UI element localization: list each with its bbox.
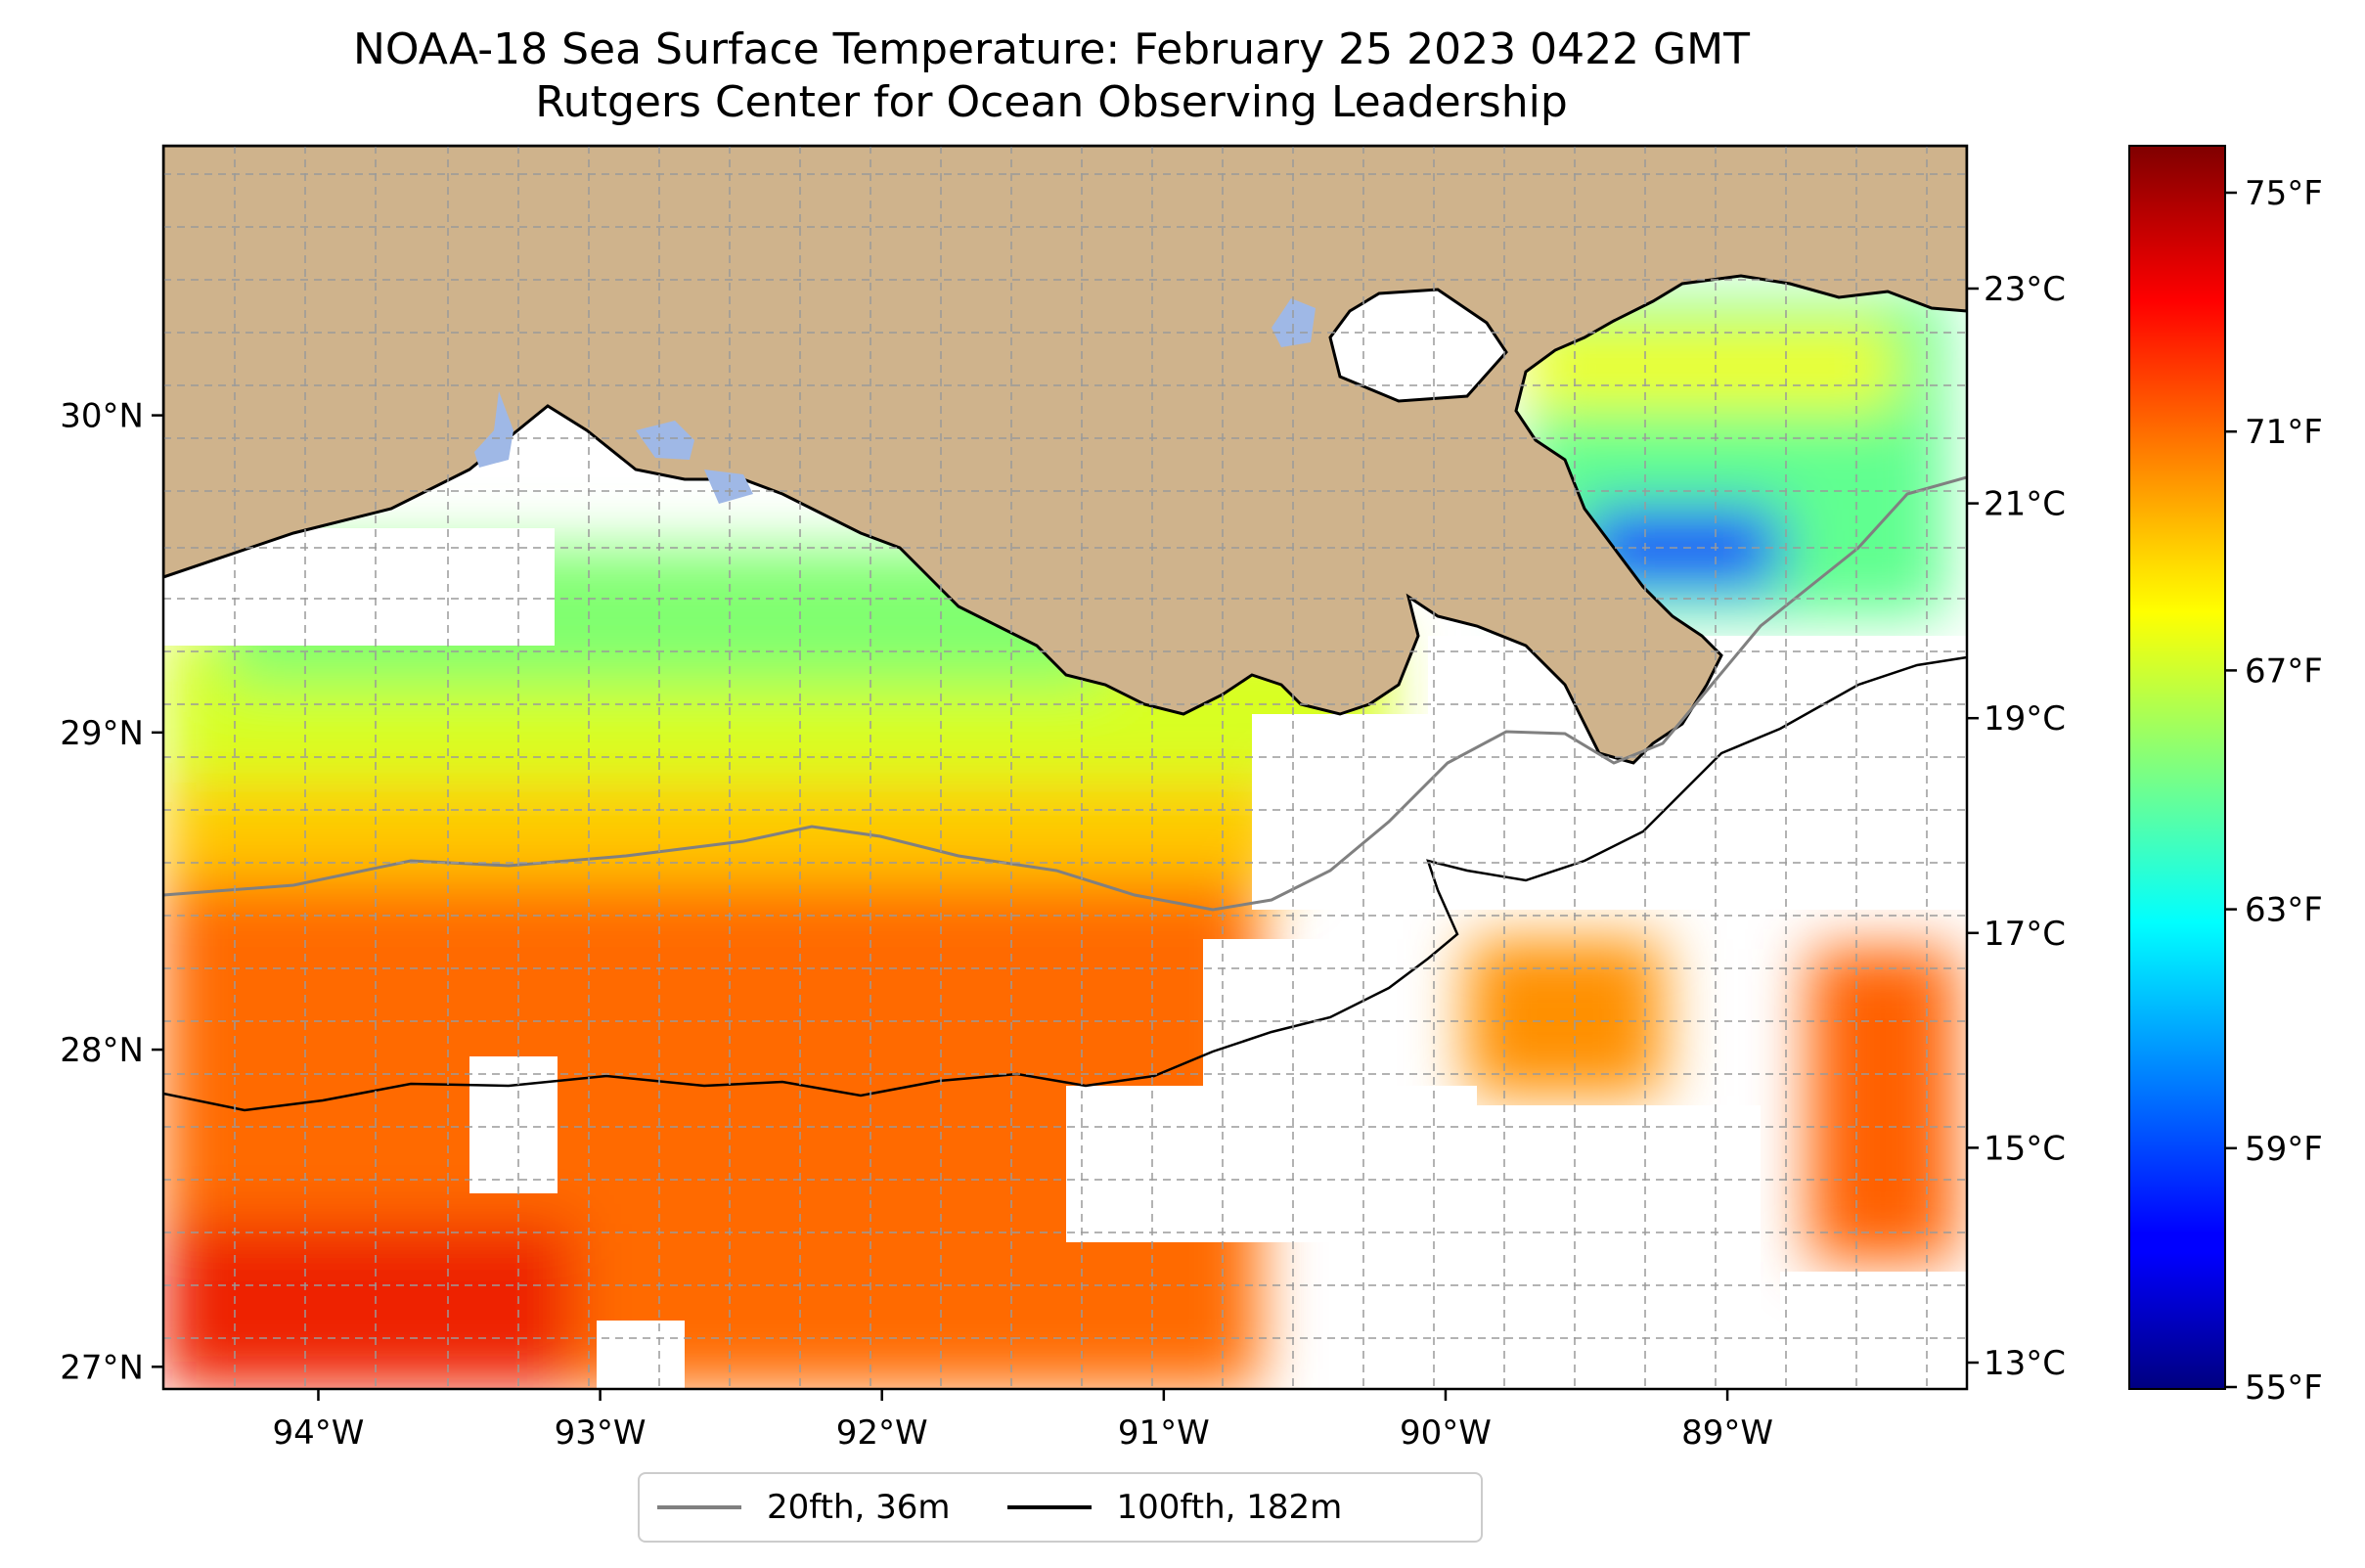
lon-tick-label: 90°W xyxy=(1400,1413,1492,1453)
contour-20fth xyxy=(163,475,1967,912)
colorbar-gradient xyxy=(2128,145,2226,1390)
colorbar-fahrenheit-axis: 75°F 71°F 67°F 63°F 59°F 55°F xyxy=(2225,174,2323,1408)
cloud-gaps xyxy=(163,528,1967,1389)
lon-tick-label: 92°W xyxy=(836,1413,928,1453)
lake-icon xyxy=(636,421,694,460)
celsius-tick-label: 15°C xyxy=(1984,1129,2066,1168)
celsius-tick-label: 17°C xyxy=(1984,915,2066,954)
fahrenheit-tick-label: 63°F xyxy=(2245,891,2323,930)
lat-tick-label: 29°N xyxy=(60,714,144,753)
lat-tick-label: 30°N xyxy=(60,397,144,436)
map-title: NOAA-18 Sea Surface Temperature: Februar… xyxy=(0,23,2103,129)
legend-swatch-20fth xyxy=(657,1505,741,1509)
celsius-tick-label: 19°C xyxy=(1984,699,2066,739)
fahrenheit-tick-label: 75°F xyxy=(2245,174,2323,213)
lake-icon xyxy=(1272,298,1316,347)
lat-tick-label: 27°N xyxy=(60,1348,144,1387)
lake-icon xyxy=(474,391,513,468)
colorbar: 23°C 21°C 19°C 17°C 15°C 13°C 75°F 71°F 67°F 63°… xyxy=(1967,145,2323,1408)
contour-100fth xyxy=(163,655,1967,1112)
fahrenheit-tick-label: 71°F xyxy=(2245,413,2323,452)
gridlines xyxy=(163,146,1967,1389)
legend-label-100fth: 100fth, 182m xyxy=(1116,1488,1343,1527)
contour-legend: 20fth, 36m 100fth, 182m xyxy=(638,1472,1483,1543)
lake-pontchartrain-icon xyxy=(1328,288,1508,403)
colorbar-celsius-axis: 23°C 21°C 19°C 17°C 15°C 13°C xyxy=(1967,270,2066,1383)
latitude-axis: 30°N 29°N 28°N 27°N xyxy=(60,397,163,1387)
longitude-axis: 94°W 93°W 92°W 91°W 90°W 89°W xyxy=(273,1389,1773,1453)
celsius-tick-label: 21°C xyxy=(1984,485,2066,524)
legend-item-20fth: 20fth, 36m xyxy=(657,1488,951,1527)
title-line-2: Rutgers Center for Ocean Observing Leade… xyxy=(535,77,1568,127)
fahrenheit-tick-label: 67°F xyxy=(2245,651,2323,691)
lon-tick-label: 89°W xyxy=(1681,1413,1773,1453)
fahrenheit-tick-label: 59°F xyxy=(2245,1130,2323,1169)
lon-tick-label: 94°W xyxy=(273,1413,365,1453)
fahrenheit-tick-label: 55°F xyxy=(2245,1368,2323,1408)
lon-tick-label: 93°W xyxy=(555,1413,647,1453)
legend-swatch-100fth xyxy=(1006,1505,1092,1509)
land-coastline xyxy=(163,146,1967,765)
sst-field xyxy=(163,293,1956,1389)
title-line-1: NOAA-18 Sea Surface Temperature: Februar… xyxy=(353,24,1750,74)
map-frame xyxy=(161,144,1969,1391)
map-panel xyxy=(163,146,1967,1389)
lat-tick-label: 28°N xyxy=(60,1031,144,1070)
legend-label-20fth: 20fth, 36m xyxy=(767,1488,951,1527)
legend-item-100fth: 100fth, 182m xyxy=(1006,1488,1343,1527)
lake-icon xyxy=(704,470,753,504)
celsius-tick-label: 23°C xyxy=(1984,270,2066,309)
lon-tick-label: 91°W xyxy=(1118,1413,1210,1453)
celsius-tick-label: 13°C xyxy=(1984,1344,2066,1383)
